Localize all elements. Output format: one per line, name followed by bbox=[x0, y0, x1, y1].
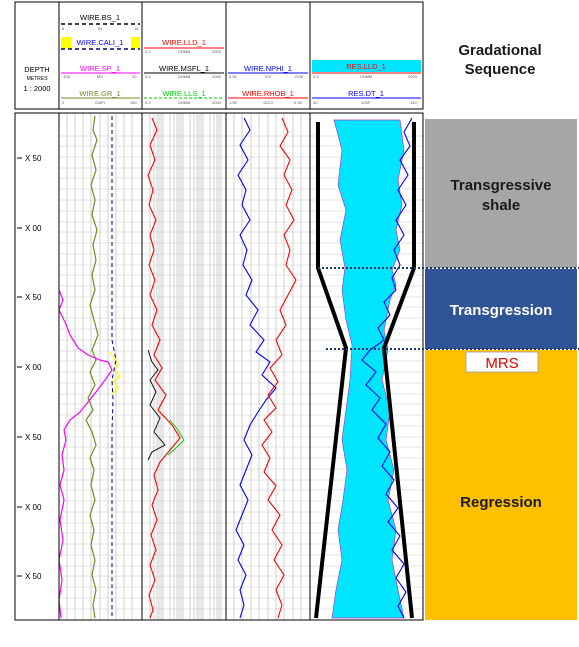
gr-curve bbox=[85, 115, 99, 619]
depth-label-1: X 50 bbox=[25, 154, 42, 163]
zone-label-regression: Regression bbox=[460, 494, 542, 511]
depth-label-4: X 00 bbox=[25, 363, 42, 372]
bs-curve bbox=[111, 116, 117, 618]
svg-text:OHMM: OHMM bbox=[178, 100, 191, 105]
svg-text:2000: 2000 bbox=[212, 74, 222, 79]
curve-label-cali: WIRE.CALI_1 bbox=[77, 38, 124, 47]
curve-label-lld: WIRE.LLD_1 bbox=[162, 38, 206, 47]
svg-text:2000: 2000 bbox=[212, 49, 222, 54]
depth-axis: X 50 X 00 X 50 X 00 X 50 X 00 X 50 bbox=[17, 154, 42, 581]
zone-regression bbox=[425, 350, 577, 620]
svg-text:0.2: 0.2 bbox=[145, 49, 151, 54]
svg-text:0.2: 0.2 bbox=[145, 100, 151, 105]
svg-text:40: 40 bbox=[313, 100, 318, 105]
track4-header: RES.LLD_1 0.2 OHMM 2000 RES.DT_1 40 US/F… bbox=[312, 60, 421, 105]
mrs-box bbox=[465, 351, 539, 373]
svg-text:-100: -100 bbox=[62, 74, 71, 79]
mrs-label: MRS bbox=[485, 355, 518, 372]
curve-label-rhob: WIRE.RHOB_1 bbox=[242, 89, 294, 98]
cali-curve bbox=[109, 351, 121, 395]
sequence-trend-left bbox=[314, 122, 349, 619]
svg-text:150: 150 bbox=[130, 100, 137, 105]
svg-text:20: 20 bbox=[132, 74, 137, 79]
svg-text:0.54: 0.54 bbox=[229, 74, 238, 79]
depth-label-7: X 50 bbox=[25, 572, 42, 581]
depth-scale: 1 : 2000 bbox=[23, 84, 50, 93]
svg-text:MV: MV bbox=[97, 74, 103, 79]
zone-label-transgression: Transgression bbox=[450, 302, 553, 319]
svg-text:6: 6 bbox=[62, 26, 65, 31]
svg-text:V/V: V/V bbox=[265, 74, 272, 79]
svg-text:GAPI: GAPI bbox=[95, 100, 105, 105]
svg-text:US/F: US/F bbox=[361, 100, 371, 105]
svg-text:OHMM: OHMM bbox=[178, 49, 191, 54]
svg-text:140: 140 bbox=[410, 100, 417, 105]
curve-label-res-dt: RES.DT_1 bbox=[348, 89, 384, 98]
track3-grid bbox=[233, 113, 302, 620]
svg-text:2000: 2000 bbox=[212, 100, 222, 105]
svg-text:0.2: 0.2 bbox=[313, 74, 319, 79]
sequence-title-line1: Gradational bbox=[458, 42, 541, 59]
svg-text:IN: IN bbox=[98, 26, 102, 31]
svg-text:-0.06: -0.06 bbox=[294, 74, 304, 79]
msfl-curve bbox=[147, 349, 166, 461]
zone-transgressive-shale bbox=[425, 119, 577, 268]
svg-text:G/C3: G/C3 bbox=[263, 100, 273, 105]
track2-grid bbox=[149, 113, 222, 620]
sp-curve bbox=[58, 289, 113, 619]
res-dt-curve bbox=[361, 117, 413, 619]
sequence-trend-right bbox=[381, 122, 416, 619]
svg-text:OHMM: OHMM bbox=[178, 74, 191, 79]
curve-label-lls: WIRE.LLS_1 bbox=[162, 89, 205, 98]
svg-text:2000: 2000 bbox=[408, 74, 418, 79]
svg-text:0.2: 0.2 bbox=[145, 74, 151, 79]
svg-text:1.95: 1.95 bbox=[229, 100, 238, 105]
depth-label-2: X 00 bbox=[25, 224, 42, 233]
depth-units: METRES bbox=[27, 76, 49, 82]
svg-text:0: 0 bbox=[62, 100, 65, 105]
curve-label-bs: WIRE.BS_1 bbox=[80, 13, 120, 22]
lls-curve bbox=[167, 419, 185, 456]
svg-text:2.95: 2.95 bbox=[294, 100, 303, 105]
zone-transgression bbox=[425, 269, 577, 349]
curve-label-sp: WIRE.SP_1 bbox=[80, 64, 120, 73]
track1-header: WIRE.BS_1 6 IN 16 WIRE.CALI_1 WIRE.SP_1 … bbox=[61, 13, 140, 105]
svg-text:OHMM: OHMM bbox=[360, 74, 373, 79]
svg-text:16: 16 bbox=[134, 26, 139, 31]
curve-label-nphi: WIRE.NPHI_1 bbox=[244, 64, 292, 73]
depth-label-5: X 50 bbox=[25, 433, 42, 442]
track1-grid bbox=[66, 113, 133, 620]
curve-label-gr: WIRE.GR_1 bbox=[79, 89, 120, 98]
curve-label-msfl: WIRE.MSFL_1 bbox=[159, 64, 209, 73]
zone-label-transgressive: Transgressive bbox=[451, 177, 552, 194]
zone-label-shale: shale bbox=[482, 197, 520, 214]
depth-title: DEPTH bbox=[24, 65, 49, 74]
log-body: X 50 X 00 X 50 X 00 X 50 X 00 X 50 bbox=[14, 112, 424, 621]
depth-label-6: X 00 bbox=[25, 503, 42, 512]
curve-label-res-lld: RES.LLD_1 bbox=[346, 62, 386, 71]
nphi-curve bbox=[235, 117, 277, 619]
depth-label-3: X 50 bbox=[25, 293, 42, 302]
track2-header: WIRE.LLD_1 0.2 OHMM 2000 WIRE.MSFL_1 0.2… bbox=[144, 38, 224, 105]
lld-curve bbox=[147, 117, 181, 619]
sequence-column: Transgressive shale Transgression Regres… bbox=[425, 119, 577, 620]
rhob-curve bbox=[261, 117, 297, 619]
track3-header: WIRE.NPHI_1 0.54 V/V -0.06 WIRE.RHOB_1 1… bbox=[228, 64, 308, 105]
log-header: DEPTH METRES 1 : 2000 WIRE.BS_1 6 IN 16 … bbox=[14, 1, 542, 110]
sequence-title-line2: Sequence bbox=[465, 61, 536, 78]
